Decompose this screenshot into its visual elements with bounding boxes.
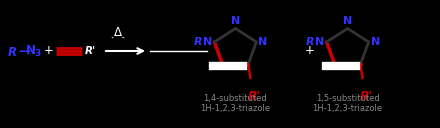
Text: —: — xyxy=(18,45,30,57)
Text: N: N xyxy=(343,17,352,26)
Text: R: R xyxy=(306,37,315,47)
Text: N: N xyxy=(258,37,268,47)
Text: R': R' xyxy=(85,46,96,56)
Text: N: N xyxy=(203,37,213,47)
Text: N: N xyxy=(370,37,380,47)
Text: R: R xyxy=(194,37,202,47)
Text: 1H-1,2,3-triazole: 1H-1,2,3-triazole xyxy=(312,104,383,113)
Text: Δ: Δ xyxy=(114,25,122,39)
Text: N: N xyxy=(26,45,36,57)
Text: R: R xyxy=(8,45,17,58)
Text: 1,4-substituted: 1,4-substituted xyxy=(204,93,267,103)
Text: 1H-1,2,3-triazole: 1H-1,2,3-triazole xyxy=(200,104,271,113)
Text: 3: 3 xyxy=(34,50,40,58)
Text: N: N xyxy=(315,37,325,47)
Text: +: + xyxy=(44,45,54,57)
Text: N: N xyxy=(231,17,240,26)
Text: R': R' xyxy=(360,90,374,103)
Text: 1,5-substituted: 1,5-substituted xyxy=(316,93,379,103)
Text: R': R' xyxy=(248,90,261,103)
Text: +: + xyxy=(305,45,315,57)
